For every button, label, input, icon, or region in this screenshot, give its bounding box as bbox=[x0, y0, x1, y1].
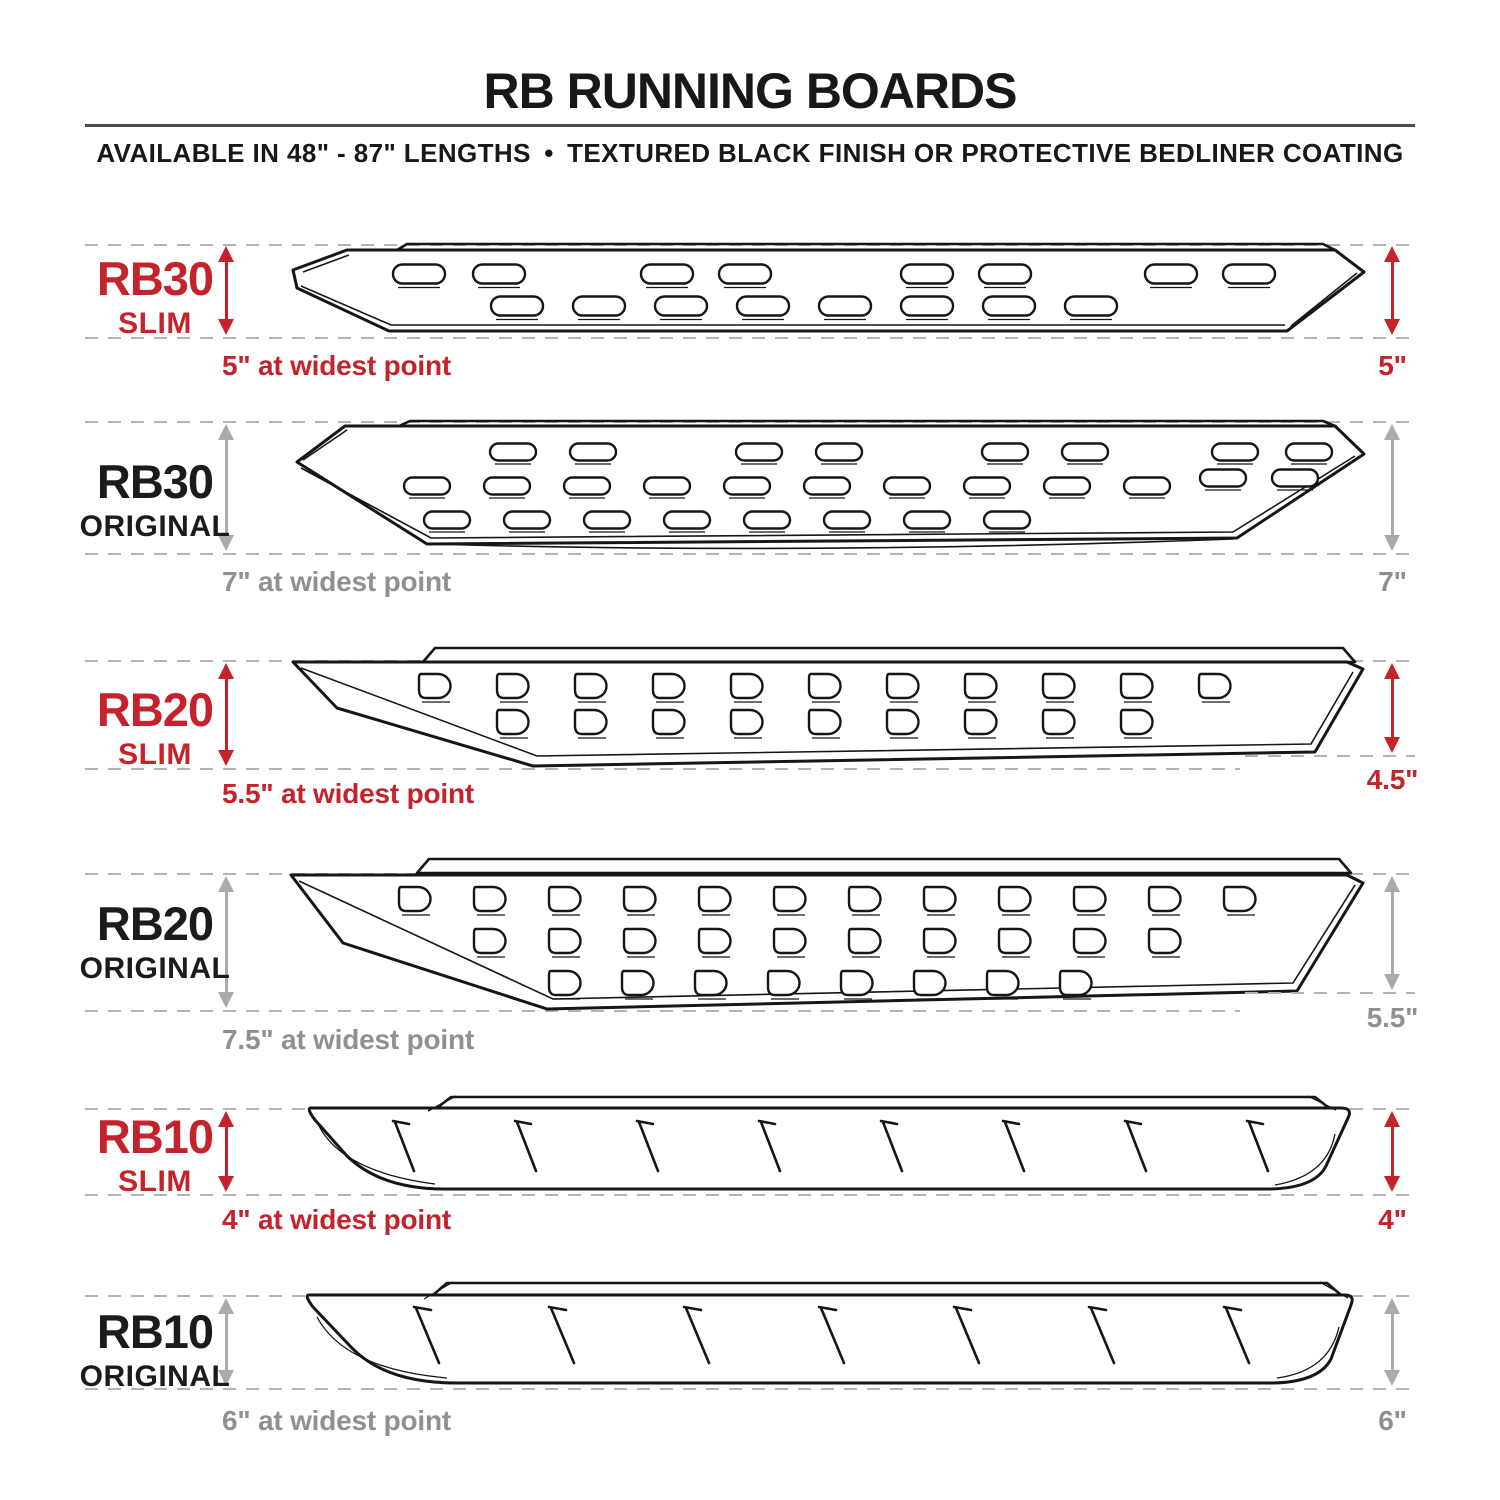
rb30-slim-board-drawing bbox=[291, 242, 1366, 333]
rb30-original-right-dimension-label: 7" bbox=[1378, 566, 1407, 597]
rb10-original-label: RB10 ORIGINAL bbox=[70, 1308, 240, 1392]
rb30-original-right-dimension-arrow bbox=[1384, 424, 1401, 551]
rb10-original-board-drawing bbox=[305, 1281, 1354, 1385]
rb20-original-left-dimension-label: 7.5" at widest point bbox=[222, 1024, 474, 1055]
rb20-slim-board-drawing bbox=[291, 646, 1365, 768]
rb20-slim-left-dimension-label: 5.5" at widest point bbox=[222, 778, 474, 809]
rb10-original-left-dimension-label: 6" at widest point bbox=[222, 1405, 452, 1436]
rb30-original-left-dimension-arrow bbox=[218, 424, 235, 551]
rb10-original-left-dimension-arrow bbox=[218, 1298, 235, 1386]
rb10-slim-board-drawing bbox=[307, 1095, 1351, 1191]
rb20-slim-left-dimension-arrow bbox=[218, 663, 235, 766]
model-label: RB30 bbox=[96, 455, 214, 508]
rb30-original-left-dimension-label: 7" at widest point bbox=[222, 566, 452, 597]
rb10-slim-bottom-dashed-line bbox=[85, 1194, 1415, 1196]
rb10-original-bottom-dashed-line bbox=[85, 1388, 1415, 1390]
model-label: RB10 bbox=[96, 1110, 214, 1163]
rb30-original-board-drawing bbox=[295, 419, 1366, 550]
rb30-slim-left-dimension-label: 5" at widest point bbox=[222, 350, 452, 381]
rb10-slim-label: RB10 SLIM bbox=[70, 1113, 240, 1197]
model-label: RB20 bbox=[96, 897, 214, 950]
rb10-slim-right-dimension-label: 4" bbox=[1378, 1204, 1407, 1235]
variant-label: SLIM bbox=[118, 1165, 192, 1198]
rb30-original-bottom-dashed-line bbox=[85, 553, 1415, 555]
rb30-slim-right-dimension-arrow bbox=[1384, 246, 1401, 335]
page-title: RB RUNNING BOARDS bbox=[483, 63, 1018, 119]
rb10-slim-left-dimension-arrow bbox=[218, 1111, 235, 1192]
page-subtitle: AVAILABLE IN 48" - 87" LENGTHS • TEXTURE… bbox=[96, 138, 1404, 168]
model-label: RB10 bbox=[96, 1305, 214, 1358]
rb20-slim-right-dimension-label: 4.5" bbox=[1366, 764, 1419, 795]
model-label: RB30 bbox=[96, 252, 214, 305]
rb20-slim-label: RB20 SLIM bbox=[70, 686, 240, 770]
rb20-original-label: RB20 ORIGINAL bbox=[70, 900, 240, 984]
rb30-slim-label: RB30 SLIM bbox=[70, 255, 240, 339]
rb30-slim-left-dimension-arrow bbox=[218, 246, 235, 335]
variant-label: SLIM bbox=[118, 738, 192, 771]
variant-label: ORIGINAL bbox=[79, 1360, 231, 1393]
rb30-slim-bottom-dashed-line bbox=[85, 337, 1415, 339]
rb20-original-board-drawing bbox=[289, 857, 1365, 1011]
rb20-original-right-dimension-arrow bbox=[1384, 876, 1401, 990]
variant-label: ORIGINAL bbox=[79, 510, 231, 543]
rb30-original-label: RB30 ORIGINAL bbox=[70, 458, 240, 542]
rb20-original-bottom-dashed-line bbox=[85, 1010, 1240, 1012]
title-divider bbox=[85, 124, 1415, 127]
rb20-slim-right-dashed-line bbox=[1245, 755, 1415, 757]
variant-label: SLIM bbox=[118, 307, 192, 340]
rb20-slim-right-dimension-arrow bbox=[1384, 663, 1401, 753]
rb10-original-right-dimension-label: 6" bbox=[1378, 1405, 1407, 1436]
rb10-slim-left-dimension-label: 4" at widest point bbox=[222, 1204, 452, 1235]
rb20-original-right-dashed-line bbox=[1245, 992, 1415, 994]
rb20-slim-bottom-dashed-line bbox=[85, 768, 1240, 770]
rb10-slim-right-dimension-arrow bbox=[1384, 1111, 1401, 1192]
rb20-original-left-dimension-arrow bbox=[218, 876, 235, 1008]
rb20-original-right-dimension-label: 5.5" bbox=[1366, 1002, 1419, 1033]
variant-label: ORIGINAL bbox=[79, 952, 231, 985]
rb30-slim-right-dimension-label: 5" bbox=[1378, 350, 1407, 381]
rb10-original-right-dimension-arrow bbox=[1384, 1298, 1401, 1386]
model-label: RB20 bbox=[96, 683, 214, 736]
